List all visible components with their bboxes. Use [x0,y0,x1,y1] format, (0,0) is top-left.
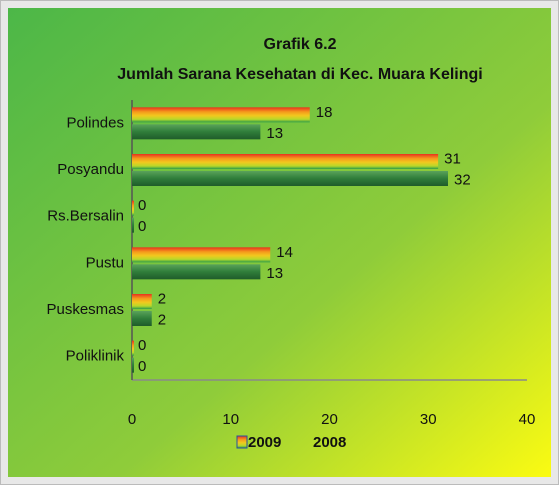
value-label: 31 [444,150,461,167]
x-tick-label: 20 [321,411,338,428]
x-tick-label: 40 [519,411,536,428]
value-label: 2 [158,290,166,307]
bar [132,357,134,373]
legend-swatch [236,435,248,449]
x-tick-label: 10 [222,411,239,428]
chart-background [8,8,551,477]
value-label: 0 [138,218,146,235]
value-label: 2 [158,311,166,328]
plot: 0 10 20 30 40Polindes1813Posyandu3132Rs.Bers… [46,100,535,451]
bar [132,171,448,186]
bar [132,107,310,123]
bar [132,217,134,233]
bar [132,200,134,216]
bar [132,247,271,263]
y-tick-label: Puskesmas [46,301,124,318]
y-tick-label: Posyandu [57,161,124,178]
value-label: 14 [276,244,293,261]
chart-title: Grafik 6.2 [264,36,337,53]
y-tick-label: Polindes [66,114,124,131]
value-label: 0 [138,197,146,214]
chart-subtitle: Jumlah Sarana Kesehatan di Kec. Muara Ke… [117,66,482,83]
value-label: 13 [266,125,283,142]
value-label: 32 [454,171,471,188]
y-tick-label: Poliklinik [66,348,125,365]
x-tick-label: 0 [128,411,136,428]
y-tick-label: Pustu [86,254,124,271]
bar [132,294,152,309]
value-label: 0 [138,337,146,354]
bar [132,154,439,169]
value-label: 18 [316,104,333,121]
bar [132,264,261,280]
x-tick-label: 30 [420,411,437,428]
bar [132,311,152,326]
legend-label: 2009 [248,434,281,451]
y-tick-label: Rs.Bersalin [47,208,124,225]
value-label: 0 [138,358,146,375]
bar [132,340,134,356]
value-label: 13 [266,265,283,282]
bar [132,124,261,140]
legend-label: 2008 [313,434,346,451]
